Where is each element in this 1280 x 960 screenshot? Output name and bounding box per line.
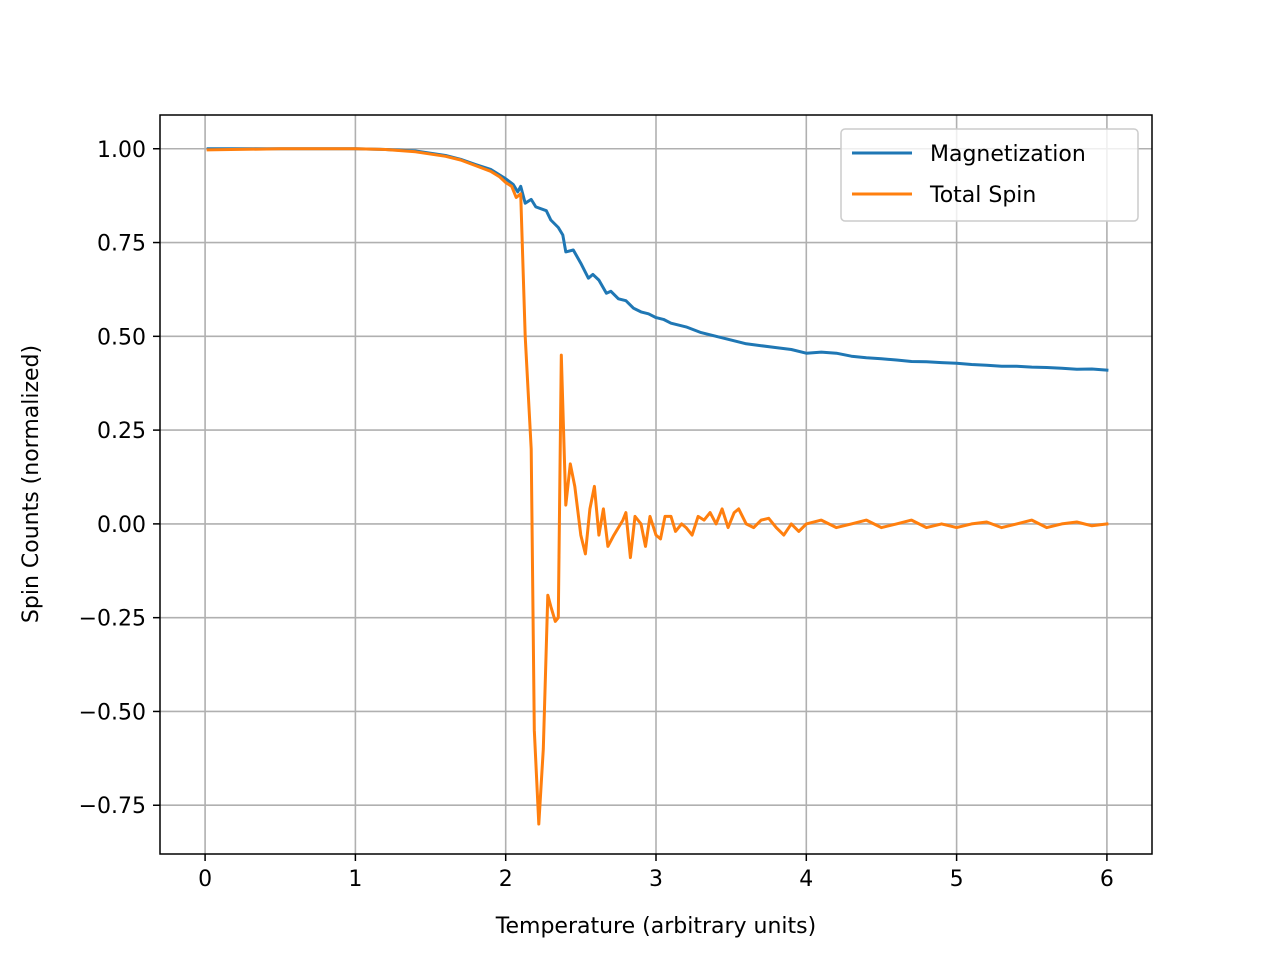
y-tick-label: −0.75 <box>79 794 146 819</box>
x-axis-label: Temperature (arbitrary units) <box>495 914 816 939</box>
y-tick-label: 0.75 <box>97 232 146 257</box>
y-axis-label: Spin Counts (normalized) <box>19 345 44 623</box>
x-tick-label: 0 <box>198 867 212 892</box>
y-tick-label: −0.25 <box>79 607 146 632</box>
x-tick-label: 5 <box>950 867 964 892</box>
series-lines <box>206 147 1109 826</box>
y-tick-label: 0.25 <box>97 419 146 444</box>
x-tick-label: 3 <box>649 867 663 892</box>
legend: Magnetization Total Spin <box>840 128 1139 222</box>
y-axis: 1.00 0.75 0.50 0.25 0.00 −0.25 −0.50 −0.75 <box>79 138 160 819</box>
y-tick-label: 1.00 <box>97 138 146 163</box>
y-tick-label: −0.50 <box>79 700 146 725</box>
series-line-total-spin <box>206 147 1109 826</box>
y-tick-label: 0.00 <box>97 513 146 538</box>
legend-frame <box>840 128 1139 222</box>
x-tick-label: 2 <box>499 867 513 892</box>
y-tick-label: 0.50 <box>97 325 146 350</box>
legend-label-magnetization: Magnetization <box>930 142 1086 167</box>
series-line-magnetization <box>206 147 1109 372</box>
x-tick-label: 1 <box>348 867 362 892</box>
x-tick-label: 4 <box>799 867 813 892</box>
x-tick-label: 6 <box>1100 867 1114 892</box>
x-axis: 0 1 2 3 4 5 6 <box>198 854 1114 892</box>
legend-label-total-spin: Total Spin <box>929 183 1036 208</box>
